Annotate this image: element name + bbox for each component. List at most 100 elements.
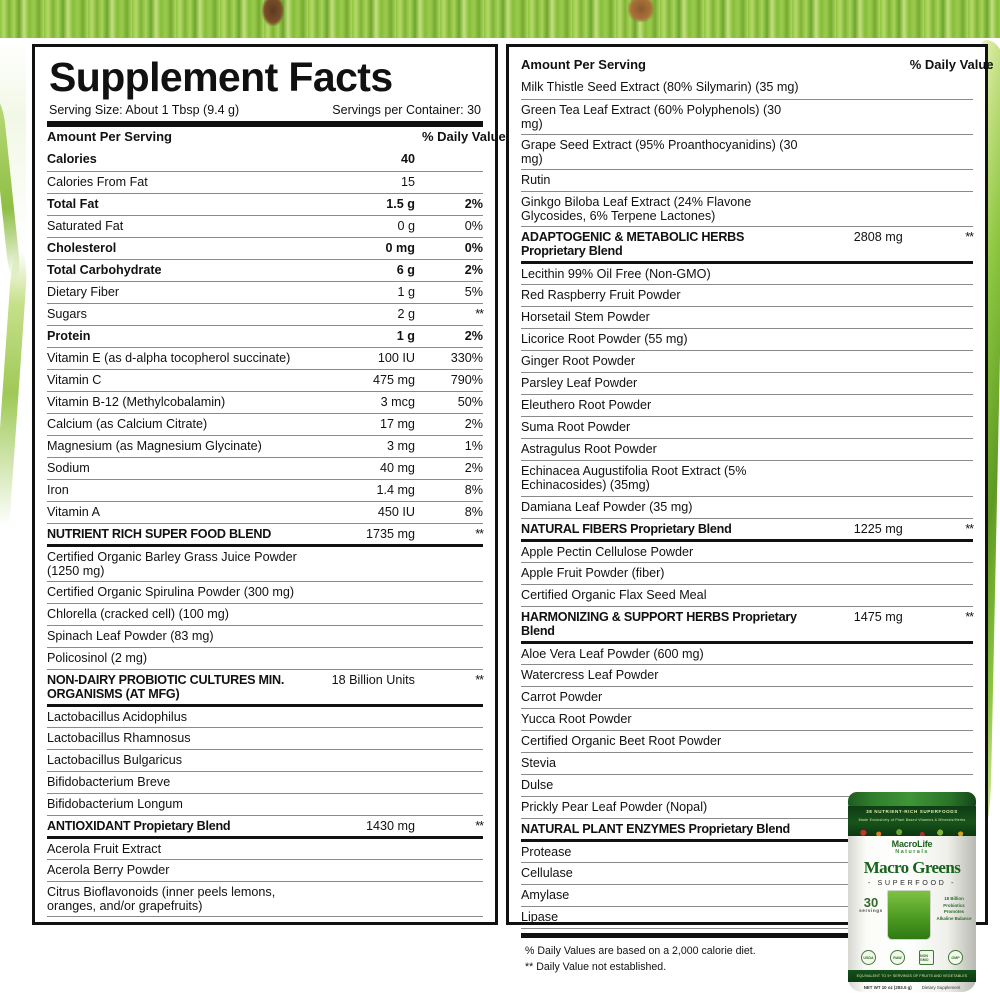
amount-value bbox=[801, 540, 910, 563]
right-table-header-row: Amount Per Serving % Daily Value bbox=[521, 55, 994, 77]
table-row: Calories 40 bbox=[47, 149, 483, 172]
ingredient-name: Certified Organic Flax Seed Meal bbox=[521, 584, 802, 607]
daily-value bbox=[421, 859, 483, 883]
servings-per-container-text: Servings per Container: 30 bbox=[332, 103, 481, 117]
daily-value bbox=[909, 99, 973, 135]
soil-patch-icon-2 bbox=[628, 0, 654, 22]
daily-value: 330% bbox=[421, 347, 483, 370]
certification-seals: USDA RAW NON GMO GMP bbox=[848, 950, 976, 965]
amount-value bbox=[801, 584, 910, 607]
divider-thick bbox=[47, 121, 483, 127]
amount-value bbox=[801, 416, 910, 440]
banner-superfoods-text: 38 NUTRIENT-RICH SUPERFOODS bbox=[866, 809, 958, 814]
ingredient-name: Sugars bbox=[47, 303, 322, 326]
amount-value bbox=[801, 438, 910, 462]
blend-name: NUTRIENT RICH SUPER FOOD BLEND bbox=[47, 522, 322, 547]
daily-value bbox=[421, 881, 483, 918]
amount-value: 40 bbox=[321, 149, 422, 172]
ingredient-name: Dulse bbox=[521, 774, 802, 797]
ingredient-name: Iron bbox=[47, 479, 322, 502]
ingredient-name: Vitamin A bbox=[47, 501, 322, 524]
amount-value: 15 bbox=[321, 171, 422, 194]
ingredient-name: Calories From Fat bbox=[47, 171, 322, 194]
daily-value bbox=[909, 562, 973, 585]
servings-count: 30 bbox=[863, 895, 879, 910]
ingredient-name: Calcium (as Calcium Citrate) bbox=[47, 413, 322, 436]
blend-name: NATURAL FIBERS Proprietary Blend bbox=[521, 517, 802, 542]
table-row: Licorice Root Powder (55 mg) bbox=[521, 328, 973, 352]
table-row: Echinacea Augustifolia Root Extract (5% … bbox=[521, 460, 973, 497]
banner-subtext: Made Exclusively of Plant Based Vitamins… bbox=[858, 818, 966, 822]
table-row: Eleuthero Root Powder bbox=[521, 394, 973, 418]
ingredient-name: Calories bbox=[47, 149, 322, 172]
daily-value bbox=[909, 169, 973, 192]
amount-value bbox=[801, 328, 910, 352]
raw-seal-icon: RAW bbox=[890, 950, 905, 965]
daily-value bbox=[909, 730, 973, 753]
table-row: Watercress Leaf Powder bbox=[521, 664, 973, 687]
wheatgrass-left-background bbox=[0, 40, 29, 998]
ingredient-name: Citrus Bioflavonoids (inner peels lemons… bbox=[47, 881, 322, 918]
daily-value bbox=[909, 708, 973, 731]
blend-section-row: HARMONIZING & SUPPORT HERBS Proprietary … bbox=[521, 605, 974, 644]
daily-value bbox=[909, 262, 973, 286]
daily-value: ** bbox=[909, 226, 974, 265]
ingredient-name: Aloe Vera Leaf Powder (600 mg) bbox=[521, 642, 802, 666]
daily-value: ** bbox=[909, 517, 974, 542]
product-container-image: 38 NUTRIENT-RICH SUPERFOODS Made Exclusi… bbox=[848, 792, 976, 992]
amount-value: 1.4 mg bbox=[321, 479, 422, 502]
table-row: Green Tea Leaf Extract (60% Polyphenols)… bbox=[521, 99, 973, 135]
ingredient-name: Red Raspberry Fruit Powder bbox=[521, 284, 802, 308]
daily-value bbox=[909, 664, 973, 687]
ingredient-name: Echinacea Augustifolia Root Extract (5% … bbox=[521, 460, 802, 497]
daily-value bbox=[909, 642, 973, 666]
ingredient-name: Acerola Berry Powder bbox=[47, 859, 322, 883]
ingredient-name: Vitamin E (as d-alpha tocopherol succina… bbox=[47, 347, 322, 370]
amount-value: 0 mg bbox=[321, 237, 422, 260]
ingredient-name: Spinach Leaf Powder (83 mg) bbox=[47, 625, 322, 648]
amount-value: 1 g bbox=[321, 325, 422, 348]
amount-value: 2808 mg bbox=[801, 226, 910, 265]
ingredient-name: Ginger Root Powder bbox=[521, 350, 802, 374]
amount-value bbox=[321, 859, 422, 883]
daily-value: ** bbox=[421, 815, 484, 840]
table-row: Total Fat 1.5 g 2% bbox=[47, 193, 483, 216]
daily-value bbox=[421, 705, 483, 729]
amount-value: 3 mg bbox=[321, 435, 422, 458]
table-row: Ginger Root Powder bbox=[521, 350, 973, 374]
daily-value bbox=[909, 328, 973, 352]
ingredient-name: Stevia bbox=[521, 752, 802, 775]
amount-value: 1225 mg bbox=[801, 517, 910, 542]
blend-name: ANTIOXIDANT Propietary Blend bbox=[47, 815, 322, 840]
amount-value bbox=[801, 169, 910, 192]
table-row: Total Carbohydrate 6 g 2% bbox=[47, 259, 483, 282]
amount-value bbox=[801, 191, 910, 228]
ingredient-name: Protein bbox=[47, 325, 322, 348]
amount-value: 100 IU bbox=[321, 347, 422, 370]
table-row: Lactobacillus Bulgaricus bbox=[47, 749, 483, 773]
footnote-divider bbox=[521, 933, 973, 939]
table-row: Chlorella (cracked cell) (100 mg) bbox=[47, 603, 483, 626]
ingredient-name: Certified Organic Beet Root Powder bbox=[521, 730, 802, 753]
amount-value: 2 g bbox=[321, 303, 422, 326]
dietary-supplement-text: Dietary Supplement bbox=[921, 984, 961, 990]
daily-value: ** bbox=[909, 605, 974, 644]
daily-value-header: % Daily Value bbox=[421, 129, 506, 144]
amount-value bbox=[321, 545, 422, 582]
amount-value bbox=[801, 372, 910, 396]
amount-value bbox=[801, 708, 910, 731]
ingredient-name: Sodium bbox=[47, 457, 322, 480]
blend-name: ADAPTOGENIC & METABOLIC HERBS Proprietar… bbox=[521, 226, 802, 265]
daily-value bbox=[909, 350, 973, 374]
amount-value: 1475 mg bbox=[801, 605, 910, 644]
amount-value bbox=[321, 727, 422, 751]
table-row: Carrot Powder bbox=[521, 686, 973, 709]
table-row: Aloe Vera Leaf Powder (600 mg) bbox=[521, 642, 973, 666]
daily-value: 0% bbox=[421, 215, 483, 238]
blend-name: HARMONIZING & SUPPORT HERBS Proprietary … bbox=[521, 605, 802, 644]
header-spacer-right bbox=[801, 55, 909, 77]
claim-alkaline: Promotes Alkaline Balance bbox=[936, 909, 972, 921]
blend-section-row: NON-DAIRY PROBIOTIC CULTURES MIN. ORGANI… bbox=[47, 668, 484, 707]
ingredient-name: Saturated Fat bbox=[47, 215, 322, 238]
ingredient-name: Lactobacillus Rhamnosus bbox=[47, 727, 322, 751]
